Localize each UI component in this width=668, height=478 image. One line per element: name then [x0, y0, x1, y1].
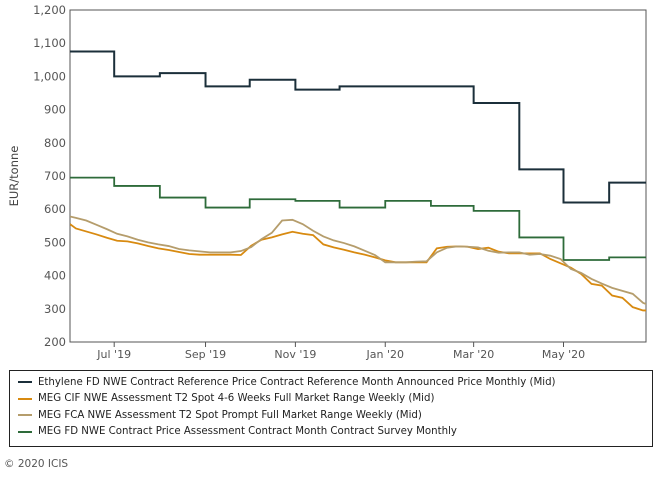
y-tick-label: 400	[44, 269, 66, 283]
x-tick-label: Jan '20	[366, 348, 404, 361]
series-lines	[70, 50, 646, 312]
legend-label: MEG CIF NWE Assessment T2 Spot 4-6 Weeks…	[38, 393, 435, 405]
series-line-1	[70, 223, 646, 312]
x-tick-label: May '20	[542, 348, 585, 361]
legend-swatch	[18, 430, 32, 433]
y-tick-label: 1,200	[33, 3, 66, 17]
y-tick-label: 1,100	[33, 36, 66, 50]
x-tick-label: Jul '19	[96, 348, 131, 361]
y-tick-label: 700	[44, 169, 66, 183]
y-tick-label: 300	[44, 302, 66, 316]
copyright-text: © 2020 ICIS	[4, 458, 69, 470]
x-tick-label: Mar '20	[453, 348, 494, 361]
y-tick-label: 500	[44, 235, 66, 249]
legend-item[interactable]: MEG CIF NWE Assessment T2 Spot 4-6 Weeks…	[18, 391, 652, 408]
legend-item[interactable]: MEG FCA NWE Assessment T2 Spot Prompt Fu…	[18, 407, 652, 424]
series-line-3	[70, 176, 646, 261]
x-tick-label: Sep '19	[185, 348, 226, 361]
y-tick-label: 900	[44, 103, 66, 117]
legend-item[interactable]: Ethylene FD NWE Contract Reference Price…	[18, 374, 652, 391]
y-axis-label: EUR/tonne	[7, 146, 21, 207]
legend-label: MEG FD NWE Contract Price Assessment Con…	[38, 426, 457, 438]
legend: Ethylene FD NWE Contract Reference Price…	[9, 370, 653, 447]
legend-item[interactable]: MEG FD NWE Contract Price Assessment Con…	[18, 424, 652, 441]
legend-swatch	[18, 414, 32, 417]
series-line-2	[70, 215, 646, 306]
legend-swatch	[18, 381, 32, 384]
y-tick-label: 800	[44, 136, 66, 150]
y-tick-label: 200	[44, 335, 66, 349]
y-tick-label: 600	[44, 202, 66, 216]
y-tick-label: 1,000	[33, 69, 66, 83]
x-axis-ticks: Jul '19 Sep '19 Nov '19 Jan '20 Mar '20 May '…	[96, 342, 585, 361]
x-tick-label: Nov '19	[274, 348, 316, 361]
series-line-0	[70, 50, 646, 204]
legend-swatch	[18, 397, 32, 400]
legend-label: Ethylene FD NWE Contract Reference Price…	[38, 376, 556, 388]
plot-frame	[69, 9, 647, 343]
legend-label: MEG FCA NWE Assessment T2 Spot Prompt Fu…	[38, 409, 422, 421]
y-axis-ticks: 1,200 1,100 1,000 900 800 700 600 500 400 300 200	[33, 3, 66, 349]
